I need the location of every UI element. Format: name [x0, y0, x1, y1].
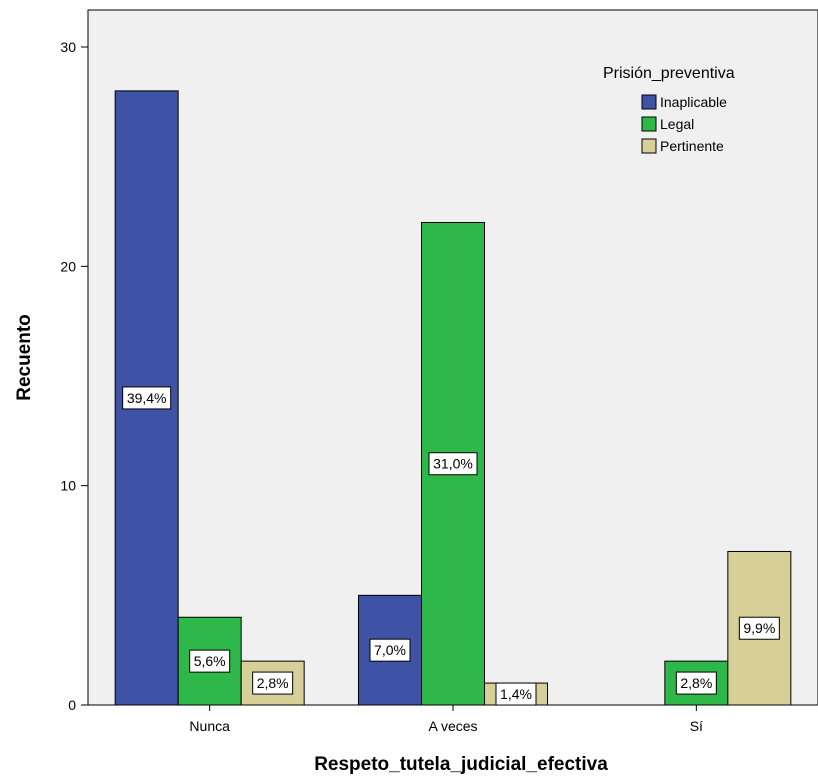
data-label: 2,8% — [257, 675, 289, 691]
data-label-box — [738, 616, 780, 640]
data-labels-group: 39,4% 5,6% 2,8% 7,0% 31,0% 1,4% 2,8% 9,9% — [122, 386, 780, 706]
data-label-box — [369, 638, 411, 662]
x-axis: Nunca A veces Sí — [88, 704, 818, 734]
y-axis: 0 10 20 30 — [60, 10, 89, 713]
data-label-box — [252, 671, 294, 695]
data-label-box — [495, 682, 537, 706]
x-tick-label: Sí — [690, 718, 703, 734]
y-tick-label: 20 — [60, 258, 76, 274]
data-label-box — [428, 452, 478, 476]
legend-label-inaplicable: Inaplicable — [660, 94, 727, 110]
x-axis-title: Respeto_tutela_judicial_efectiva — [314, 754, 608, 775]
legend-swatch-inaplicable — [641, 94, 657, 110]
x-tick-label: Nunca — [189, 718, 230, 734]
y-tick-label: 10 — [60, 478, 76, 494]
data-label: 1,4% — [500, 686, 532, 702]
y-axis-title: Recuento — [14, 314, 35, 401]
legend-swatch-legal — [641, 116, 657, 132]
data-label-box — [122, 386, 172, 410]
data-label-box — [189, 649, 231, 673]
legend: Prisión_preventiva Inaplicable Legal Perti… — [603, 65, 735, 154]
data-label: 9,9% — [743, 620, 775, 636]
legend-title: Prisión_preventiva — [603, 65, 735, 82]
data-label-box — [675, 671, 717, 695]
y-tick-label: 0 — [68, 697, 76, 713]
data-label: 7,0% — [374, 642, 406, 658]
x-tick-label: A veces — [428, 718, 477, 734]
data-label: 5,6% — [194, 653, 226, 669]
y-tick-label: 30 — [60, 39, 76, 55]
legend-label-legal: Legal — [660, 116, 694, 132]
data-label: 2,8% — [680, 675, 712, 691]
data-label: 31,0% — [433, 456, 473, 472]
legend-swatch-pertinente — [641, 138, 657, 154]
legend-label-pertinente: Pertinente — [660, 138, 724, 154]
data-label: 39,4% — [127, 390, 167, 406]
